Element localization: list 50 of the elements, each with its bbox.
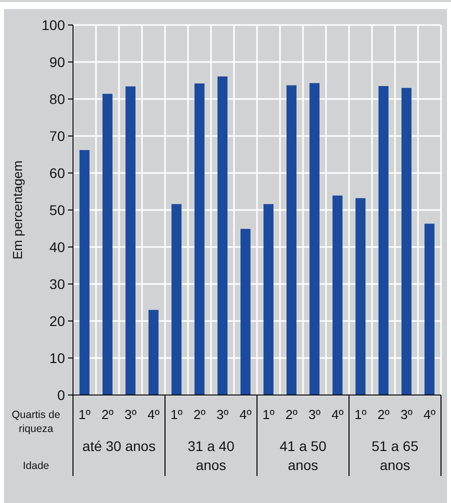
x-tick-label: 1º [78, 407, 91, 422]
bar [310, 83, 320, 395]
bar [356, 198, 366, 395]
x-tick-label: 1º [354, 407, 367, 422]
bar [286, 85, 296, 395]
y-tick-label: 20 [49, 312, 66, 329]
text: 31 a 40 anos [188, 438, 235, 473]
x-tick-label: 3º [308, 407, 321, 422]
bar [80, 150, 90, 395]
bar [402, 88, 412, 395]
bar [102, 94, 112, 395]
y-tick-label: 60 [49, 164, 66, 181]
bar [126, 86, 136, 395]
x-tick-label: 1º [170, 407, 183, 422]
y-tick-label: 80 [49, 90, 66, 107]
x-tick-label: 4º [240, 407, 252, 422]
x-tick-label: 3º [400, 407, 413, 422]
bar [240, 228, 250, 395]
x-tick-label: 3º [124, 407, 137, 422]
x-axis-title: Quartis de riqueza [12, 409, 60, 435]
y-tick-label: 90 [49, 54, 66, 70]
bar [194, 83, 204, 395]
x-tick-label: 4º [148, 407, 160, 422]
y-tick-label: 10 [49, 350, 66, 366]
y-tick-label: 0 [57, 386, 66, 403]
bar [424, 224, 434, 395]
bar [378, 86, 388, 395]
text: 41 a 50 anos [280, 438, 327, 473]
text: Idade [22, 460, 50, 472]
x-tick-label: 2º [378, 407, 390, 422]
bar [264, 204, 274, 395]
x-tick-label: 1º [262, 407, 275, 422]
bar [172, 204, 182, 395]
y-tick-label: 40 [49, 238, 66, 255]
text: 51 a 65 anos [372, 438, 419, 473]
x-tick-label: 4º [424, 407, 436, 422]
bar [218, 76, 228, 395]
x-tick-label: 2º [194, 407, 206, 422]
x-tick-label: 2º [286, 407, 298, 422]
y-tick-label: 30 [49, 276, 66, 292]
text: até 30 anos [82, 438, 156, 454]
y-tick-label: 100 [42, 16, 66, 33]
bar [332, 196, 342, 395]
bar [148, 310, 158, 395]
y-axis-title: Em percentagem [10, 160, 25, 260]
x-tick-label: 4º [332, 407, 344, 422]
y-tick-label: 50 [49, 202, 66, 218]
y-tick-label: 70 [49, 128, 66, 144]
x-tick-label: 2º [102, 407, 114, 422]
x-tick-label: 3º [216, 407, 229, 422]
